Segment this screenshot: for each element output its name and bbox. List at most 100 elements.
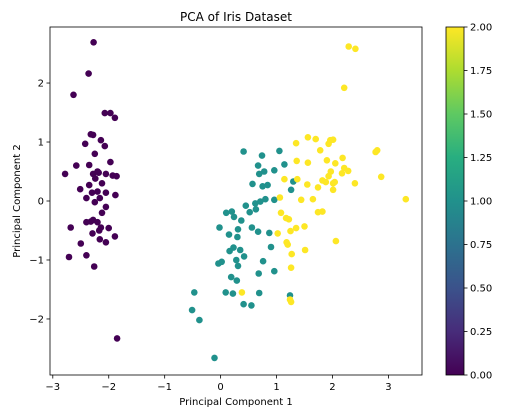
data-point [254, 162, 262, 169]
data-point [102, 189, 110, 196]
y-axis-ticks: −2 −1 0 1 2 [29, 79, 50, 325]
data-point [238, 289, 246, 296]
data-point [377, 173, 385, 181]
data-point [281, 161, 288, 168]
data-point [240, 148, 247, 155]
data-point [329, 136, 337, 143]
data-point [83, 218, 90, 226]
data-point [95, 227, 103, 234]
data-point [102, 170, 110, 178]
data-point [297, 196, 305, 204]
data-point [215, 260, 222, 267]
data-point [222, 209, 230, 217]
data-point [331, 178, 339, 186]
data-point [304, 181, 311, 188]
data-point [281, 175, 288, 183]
data-point [322, 178, 330, 186]
data-point [351, 180, 359, 187]
data-point [332, 237, 340, 245]
data-point [345, 43, 353, 50]
data-point [92, 175, 99, 182]
data-point [338, 170, 346, 177]
data-point [85, 70, 92, 77]
data-point [111, 233, 119, 240]
data-point [229, 290, 237, 297]
data-point [77, 240, 85, 247]
colorbar-tick-label: 2.00 [470, 23, 492, 34]
data-point [258, 152, 266, 159]
data-point [81, 140, 89, 148]
data-point [83, 252, 90, 259]
data-point [402, 195, 410, 203]
colorbar-tick-label: 1.25 [470, 153, 492, 164]
data-point [101, 109, 109, 117]
colorbar-tick-label: 0.25 [470, 327, 492, 338]
data-point [301, 223, 308, 230]
data-point [288, 250, 296, 258]
y-tick-label: −2 [29, 314, 44, 325]
data-point [262, 195, 269, 203]
data-point [277, 209, 285, 217]
data-point [242, 202, 250, 209]
data-point [196, 316, 203, 324]
data-point [83, 194, 90, 202]
data-point [293, 157, 301, 165]
data-point [319, 208, 326, 215]
y-tick-label: −1 [29, 255, 44, 266]
data-point [329, 186, 337, 194]
data-point [233, 277, 241, 284]
data-point [233, 256, 240, 264]
data-point [240, 253, 248, 260]
data-point [304, 134, 312, 141]
data-point [113, 335, 121, 342]
data-point [267, 243, 275, 251]
data-point [264, 181, 271, 189]
data-point [97, 136, 105, 144]
data-point [255, 270, 262, 277]
data-point [89, 131, 97, 139]
data-point [339, 154, 346, 162]
data-point [234, 262, 242, 270]
data-point [91, 198, 99, 206]
data-point [284, 241, 292, 248]
data-point [94, 218, 101, 226]
data-point [65, 253, 73, 261]
data-point [98, 209, 106, 217]
x-axis-label: Principal Component 1 [179, 397, 292, 408]
data-point [188, 306, 196, 314]
x-tick-label: 1 [273, 382, 279, 393]
data-point [230, 213, 238, 221]
data-point [248, 224, 256, 231]
y-tick-label: 2 [38, 79, 44, 90]
data-point [252, 206, 260, 213]
data-point [274, 230, 282, 237]
data-point [234, 233, 241, 241]
x-tick-label: −3 [45, 382, 60, 393]
colorbar-ticks: 0.00 0.25 0.50 0.75 1.00 1.25 1.50 1.75 2.00 [464, 23, 492, 382]
colorbar-tick-label: 0.75 [470, 240, 492, 251]
data-point [316, 147, 324, 154]
data-point [76, 185, 84, 193]
x-tick-label: −1 [157, 382, 172, 393]
data-point [113, 172, 120, 180]
data-point [309, 195, 317, 203]
data-point [287, 264, 295, 272]
colorbar-tick-label: 1.75 [470, 66, 492, 77]
data-point [240, 300, 247, 308]
data-point [90, 263, 98, 270]
data-point [91, 150, 99, 158]
data-point [216, 224, 223, 231]
data-point [332, 160, 339, 167]
data-point [211, 354, 218, 362]
data-point [248, 302, 255, 309]
data-point [238, 217, 245, 224]
x-tick-label: 0 [217, 382, 223, 393]
data-point [271, 267, 278, 275]
data-point [323, 157, 331, 164]
data-point [255, 170, 263, 178]
data-point [61, 170, 69, 178]
data-point [105, 224, 112, 232]
data-point [255, 289, 263, 297]
scatter-points [61, 39, 410, 362]
